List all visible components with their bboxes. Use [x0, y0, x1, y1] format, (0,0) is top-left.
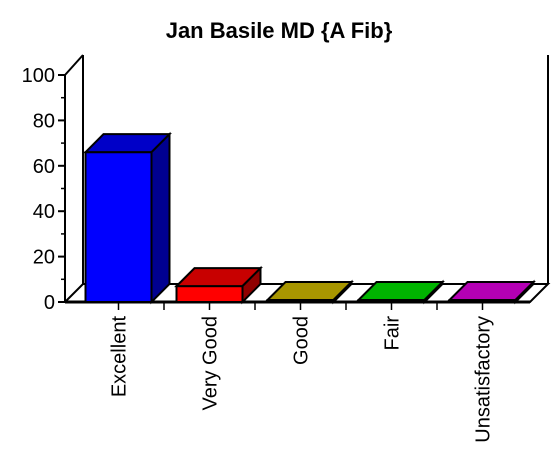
chart-title: Jan Basile MD {A Fib}	[165, 18, 393, 43]
bar-side	[514, 279, 535, 305]
x-axis-labels: Excellent Very Good Good Fair Unsatisfactory	[109, 302, 495, 443]
bar-fair	[356, 279, 445, 305]
y-tick-label: 100	[22, 65, 55, 87]
bar-front	[84, 151, 153, 303]
bar-very-good	[174, 265, 263, 305]
x-category-label: Fair	[382, 316, 404, 351]
bar-front	[175, 285, 244, 303]
x-category-label: Unsatisfactory	[473, 316, 495, 443]
x-category-label: Very Good	[200, 316, 222, 411]
bar-side	[241, 265, 262, 305]
y-axis-ticks: 0 20 40 60 80 100	[22, 65, 65, 314]
y-tick-label: 0	[44, 292, 55, 314]
bar-excellent	[83, 131, 172, 305]
bar-side	[332, 279, 353, 305]
x-category-label: Excellent	[109, 316, 131, 398]
bar-side	[423, 279, 444, 305]
bar-side	[150, 131, 171, 305]
y-tick-label: 80	[33, 110, 55, 132]
chart-bars	[83, 131, 536, 305]
x-category-label: Good	[291, 316, 313, 365]
bar-unsatisfactory	[447, 279, 536, 305]
y-tick-label: 60	[33, 156, 55, 178]
y-tick-label: 40	[33, 201, 55, 223]
y-axis-top-edge	[64, 54, 84, 76]
y-tick-label: 20	[33, 247, 55, 269]
